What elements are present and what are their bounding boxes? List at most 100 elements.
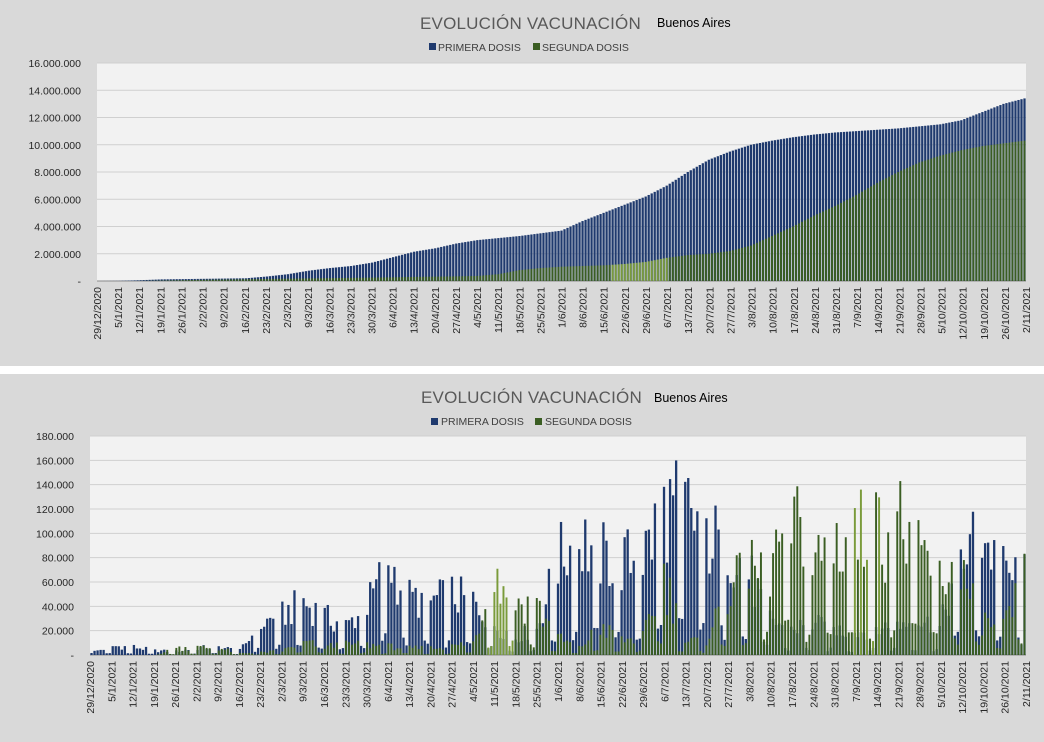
- bar-segunda: [292, 278, 295, 281]
- x-tick-label: 21/9/2021: [894, 287, 906, 334]
- bar-primera: [160, 650, 163, 655]
- bar-primera: [405, 645, 408, 655]
- bar-segunda: [672, 623, 675, 655]
- bar-primera: [391, 257, 395, 281]
- bar-segunda: [921, 161, 924, 281]
- bar-segunda: [804, 220, 806, 281]
- bar-primera: [506, 237, 509, 281]
- bar-primera: [271, 275, 275, 281]
- chart-panel-daily: EVOLUCIÓN VACUNACIÓN Buenos Aires PRIMER…: [0, 374, 1044, 742]
- bar-primera: [812, 134, 816, 281]
- x-axis-ticks: 29/12/2020 5/1/2021 12/1/2021 19/1/2021 26/1…: [85, 661, 1033, 714]
- x-tick-label: 19/10/2021: [978, 661, 990, 714]
- bar-primera: [545, 232, 548, 281]
- bar-segunda: [678, 651, 681, 655]
- bar-segunda: [428, 276, 431, 281]
- bar-primera: [491, 238, 494, 281]
- bar-primera: [353, 628, 357, 655]
- bar-segunda: [882, 179, 885, 281]
- bar-segunda: [256, 279, 259, 281]
- bar-primera: [788, 137, 792, 281]
- bar-segunda: [554, 267, 557, 281]
- bar-primera: [467, 241, 470, 281]
- bar-segunda: [524, 269, 527, 281]
- bar-segunda: [784, 620, 787, 655]
- bar-segunda: [820, 560, 823, 655]
- bar-primera: [452, 244, 455, 281]
- bar-segunda: [953, 638, 956, 655]
- bar-segunda: [647, 614, 650, 655]
- bar-primera: [485, 239, 488, 281]
- bar-segunda: [696, 637, 699, 655]
- bar-primera: [572, 225, 575, 281]
- bar-primera: [361, 264, 365, 281]
- x-tick-label: 13/4/2021: [409, 287, 421, 334]
- bar-segunda: [211, 279, 214, 281]
- bar-segunda: [172, 280, 175, 281]
- bar-segunda: [638, 650, 641, 655]
- bar-segunda: [614, 264, 617, 281]
- bar-segunda: [341, 653, 344, 655]
- bar-segunda: [157, 654, 160, 655]
- bar-segunda: [834, 206, 837, 281]
- x-tick-label: 4/5/2021: [472, 287, 484, 328]
- bar-segunda: [446, 276, 449, 281]
- bar-segunda: [677, 256, 680, 281]
- bar-primera: [356, 616, 360, 655]
- x-tick-label: 9/2/2021: [219, 287, 231, 328]
- bar-primera: [429, 600, 432, 655]
- bar-segunda: [166, 649, 169, 655]
- bar-segunda: [933, 157, 936, 281]
- legend-label-segunda: SEGUNDA DOSIS: [545, 416, 632, 428]
- bar-segunda: [172, 654, 175, 655]
- x-tick-label: 30/3/2021: [362, 661, 374, 708]
- bar-segunda: [942, 154, 945, 281]
- bar-segunda: [641, 630, 644, 655]
- bar-primera: [376, 261, 380, 281]
- bar-primera: [656, 190, 659, 281]
- bar-segunda: [229, 279, 232, 281]
- bar-segunda: [714, 608, 717, 655]
- bar-segunda: [193, 279, 196, 281]
- bar-segunda: [242, 652, 244, 655]
- x-tick-label: 1/6/2021: [553, 661, 565, 702]
- bar-segunda: [518, 270, 521, 281]
- bar-primera: [157, 652, 160, 655]
- bar-segunda: [623, 263, 626, 281]
- bar-segunda: [996, 647, 999, 655]
- bar-segunda: [972, 583, 974, 655]
- bar-segunda: [298, 278, 301, 281]
- bar-primera: [428, 249, 431, 281]
- bar-segunda: [705, 645, 708, 655]
- bar-segunda: [808, 634, 811, 655]
- bar-primera: [509, 236, 512, 281]
- bar-segunda: [232, 279, 235, 281]
- bar-segunda: [350, 277, 353, 281]
- bar-segunda: [792, 226, 794, 281]
- bar-primera: [720, 625, 723, 655]
- bar-segunda: [789, 227, 791, 281]
- bar-segunda: [966, 149, 969, 281]
- bar-segunda: [716, 252, 719, 281]
- bar-primera: [449, 244, 452, 281]
- bar-segunda: [781, 533, 784, 655]
- bar-segunda: [366, 642, 369, 655]
- bar-segunda: [248, 653, 250, 655]
- bar-primera: [617, 207, 620, 281]
- bar-primera: [151, 279, 154, 281]
- bar-segunda: [599, 634, 602, 655]
- bar-segunda: [317, 278, 319, 281]
- bar-segunda: [870, 186, 873, 281]
- bar-segunda: [467, 276, 470, 281]
- bar-primera: [280, 274, 284, 281]
- bar-primera: [986, 542, 990, 655]
- bar-primera: [431, 248, 434, 281]
- bar-segunda: [505, 597, 508, 655]
- bar-primera: [602, 522, 605, 655]
- bar-segunda: [295, 278, 298, 281]
- bar-primera: [692, 168, 695, 281]
- chart-panel-cumulative: EVOLUCIÓN VACUNACIÓN Buenos Aires PRIMER…: [0, 0, 1044, 366]
- bar-primera: [450, 576, 454, 655]
- bar-primera: [569, 226, 572, 281]
- bar-segunda: [506, 272, 509, 281]
